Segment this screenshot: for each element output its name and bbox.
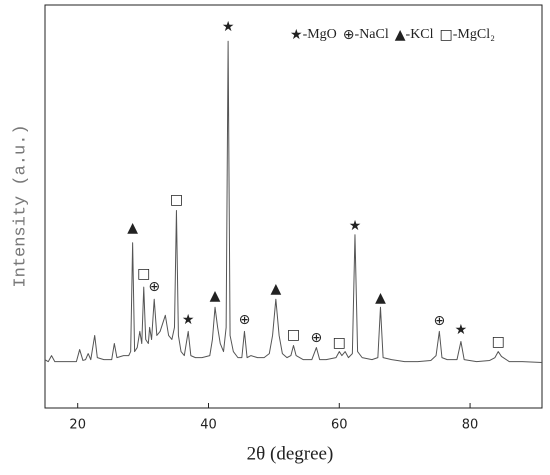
peak-marker: ▲ [375, 290, 386, 306]
legend-label: -MgO [303, 27, 337, 42]
peak-marker: ⊕ [239, 312, 251, 328]
x-tick-label: 80 [462, 418, 479, 433]
plot-frame [44, 4, 543, 409]
peak-marker: ▲ [210, 288, 221, 304]
y-axis-label: Intensity (a.u.) [11, 124, 30, 287]
legend-symbol: ★ [290, 27, 303, 43]
legend-symbol: ▲ [395, 27, 406, 43]
legend-label: -MgCl₂ [453, 27, 495, 42]
legend-symbol: ⊕ [343, 27, 355, 43]
peak-marker: ⊕ [311, 330, 323, 346]
peak-marker: ⊕ [433, 313, 445, 329]
peak-marker: ★ [349, 218, 362, 234]
xrd-pattern [44, 40, 543, 363]
x-tick-label: 20 [69, 418, 86, 433]
peak-marker: ★ [455, 322, 468, 338]
x-axis-label: 2θ (degree) [247, 443, 334, 464]
peak-marker: ⊕ [148, 279, 160, 295]
peak-marker: ▲ [127, 220, 138, 236]
x-tick-label: 40 [200, 418, 217, 433]
x-tick-label: 60 [331, 418, 348, 433]
peak-marker: □ [287, 327, 300, 343]
legend: ★-MgO ⊕-NaCl ▲-KCl □-MgCl₂ [290, 27, 495, 43]
peak-marker: ★ [182, 312, 195, 328]
peak-marker: □ [333, 335, 346, 351]
legend-label: -KCl [406, 27, 434, 42]
legend-label: -NaCl [355, 27, 389, 42]
peak-marker: □ [137, 266, 150, 282]
peak-marker: □ [492, 334, 505, 350]
peak-marker: ★ [222, 19, 235, 35]
peak-marker: □ [170, 192, 183, 208]
legend-symbol: □ [440, 27, 453, 43]
peak-marker: ▲ [270, 281, 281, 297]
